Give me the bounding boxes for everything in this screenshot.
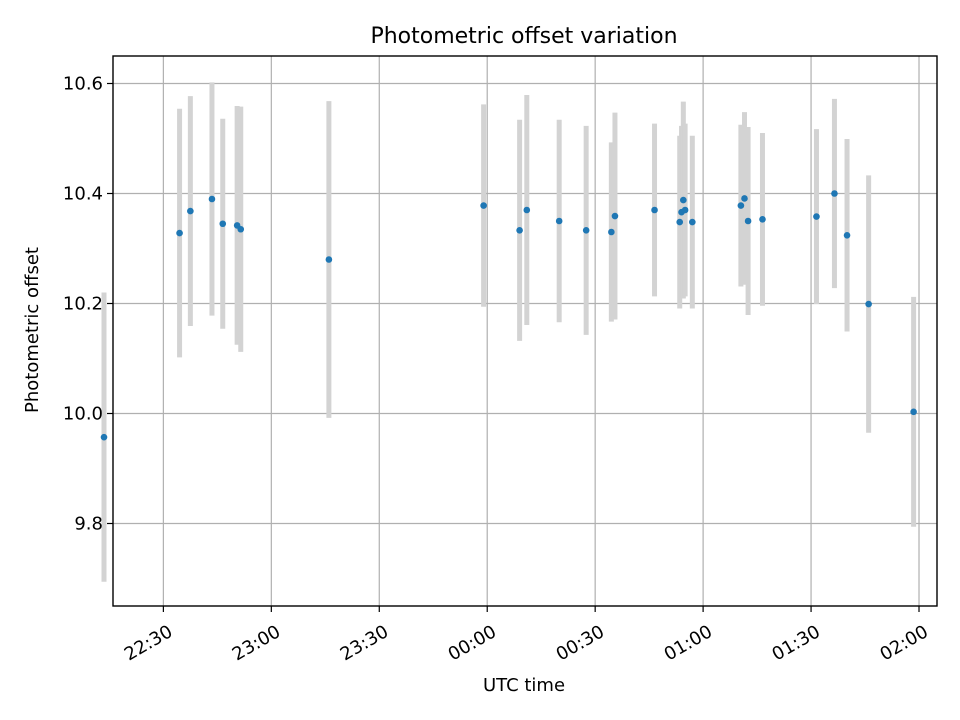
data-point xyxy=(865,300,872,308)
data-point xyxy=(741,195,748,202)
data-point xyxy=(237,225,245,233)
data-point xyxy=(744,217,752,225)
x-tick-label: 23:00 xyxy=(229,621,284,665)
y-tick-label: 10.0 xyxy=(63,404,103,425)
y-tick-label: 10.2 xyxy=(63,294,103,315)
data-point xyxy=(676,218,684,226)
y-axis-ticks: 9.8 10.0 10.2 10.4 10.6 xyxy=(63,74,113,535)
data-point xyxy=(651,206,658,214)
y-tick-label: 10.6 xyxy=(63,74,103,95)
y-tick-label: 9.8 xyxy=(74,514,103,535)
data-point xyxy=(176,229,183,237)
x-axis-label: UTC time xyxy=(483,675,565,696)
data-point xyxy=(208,195,216,203)
data-point xyxy=(611,212,619,220)
x-tick-label: 00:30 xyxy=(553,621,608,665)
data-point xyxy=(831,190,838,197)
data-point xyxy=(325,256,333,263)
data-point xyxy=(689,218,696,226)
grid-lines xyxy=(113,56,937,606)
y-tick-label: 10.4 xyxy=(63,184,103,205)
x-tick-label: 01:30 xyxy=(769,621,824,665)
data-point xyxy=(523,206,531,214)
data-point xyxy=(555,217,563,225)
data-point xyxy=(759,216,766,223)
x-tick-label: 00:00 xyxy=(445,621,500,665)
data-point xyxy=(219,220,227,228)
data-point xyxy=(681,206,689,214)
data-point xyxy=(100,433,108,441)
data-point xyxy=(516,227,523,234)
x-axis-ticks: 22:30 23:00 23:30 00:00 00:30 01:00 01:30 02:00 xyxy=(121,606,932,665)
x-tick-label: 22:30 xyxy=(121,621,176,665)
error-bars xyxy=(101,82,917,582)
plot-frame xyxy=(112,55,938,607)
data-point xyxy=(480,202,487,209)
x-tick-label: 23:30 xyxy=(337,621,392,665)
data-point xyxy=(187,207,194,215)
data-point xyxy=(843,232,851,239)
data-points xyxy=(100,190,917,441)
data-point xyxy=(737,202,745,209)
data-point xyxy=(813,213,820,220)
data-point xyxy=(582,227,590,234)
data-point xyxy=(680,196,687,204)
data-point xyxy=(910,408,917,416)
x-tick-label: 02:00 xyxy=(876,621,931,665)
data-point xyxy=(608,228,615,236)
y-axis-label: Photometric offset xyxy=(22,247,43,413)
chart-title: Photometric offset variation xyxy=(370,24,677,49)
x-tick-label: 01:00 xyxy=(661,621,716,665)
